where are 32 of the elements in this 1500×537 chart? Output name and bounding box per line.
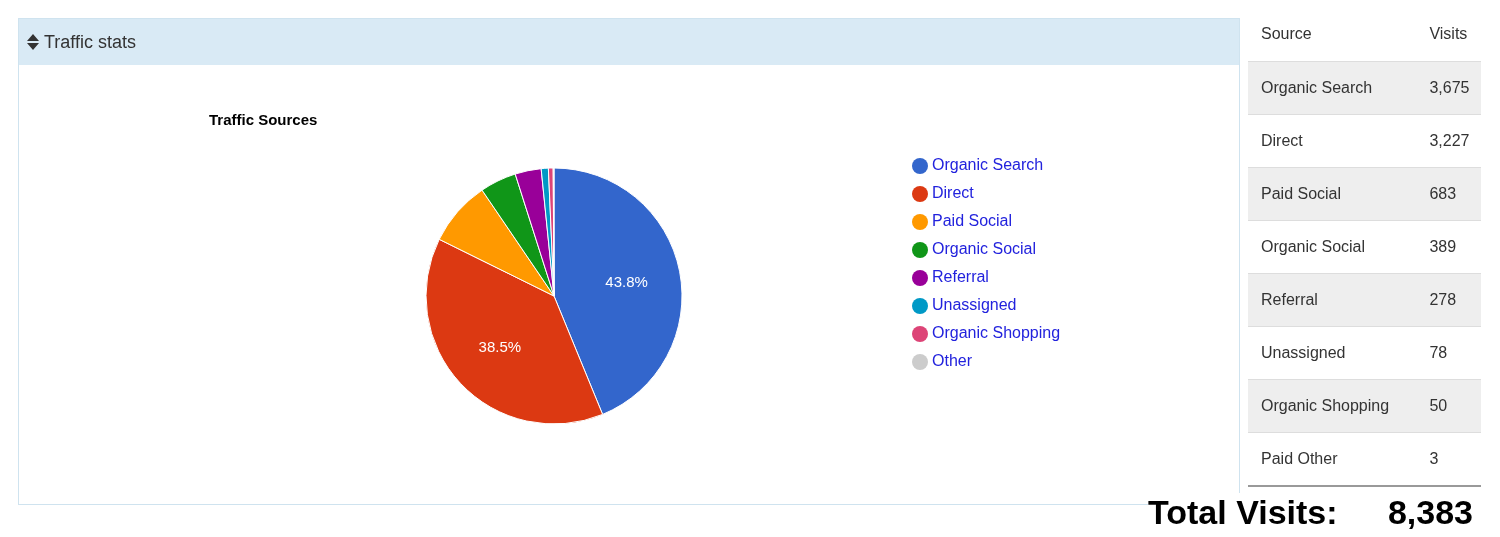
category-label: Direct (1260, 130, 1304, 151)
category-label: Organic Search (1260, 77, 1374, 98)
category-label: Paid Social (1260, 183, 1343, 204)
text: Source (1260, 24, 1313, 45)
category-label: Organic Shopping (1260, 395, 1391, 416)
data-label: 278 (1428, 289, 1458, 310)
data-label: 389 (1428, 236, 1458, 257)
legend-label: Other (932, 352, 973, 369)
text: Traffic Sources (209, 111, 318, 128)
legend-label: Organic Shopping (932, 324, 1061, 341)
text: Visits (1428, 24, 1469, 45)
data-label: 683 (1428, 183, 1458, 204)
data-label: 3,227 (1428, 130, 1471, 151)
legend-label: Organic Social (932, 240, 1037, 257)
text: 8,383 (1387, 493, 1473, 532)
category-label: Paid Other (1260, 448, 1339, 469)
legend-label: Unassigned (932, 296, 1017, 313)
data-label: 38.5% (478, 337, 522, 355)
data-label: 3 (1428, 448, 1440, 469)
category-label: Referral (1260, 289, 1319, 310)
category-label: Organic Social (1260, 236, 1367, 257)
legend-label: Paid Social (932, 212, 1013, 229)
data-label: 50 (1428, 395, 1449, 416)
legend-label: Organic Search (932, 156, 1044, 173)
legend-label: Referral (932, 268, 989, 285)
data-label: 3,675 (1428, 77, 1471, 98)
text: Traffic stats (44, 31, 137, 53)
legend-label: Direct (932, 184, 974, 201)
data-label: 78 (1428, 342, 1449, 363)
data-label: 43.8% (605, 273, 648, 291)
text: Total Visits: (1148, 493, 1338, 532)
category-label: Unassigned (1260, 342, 1347, 363)
